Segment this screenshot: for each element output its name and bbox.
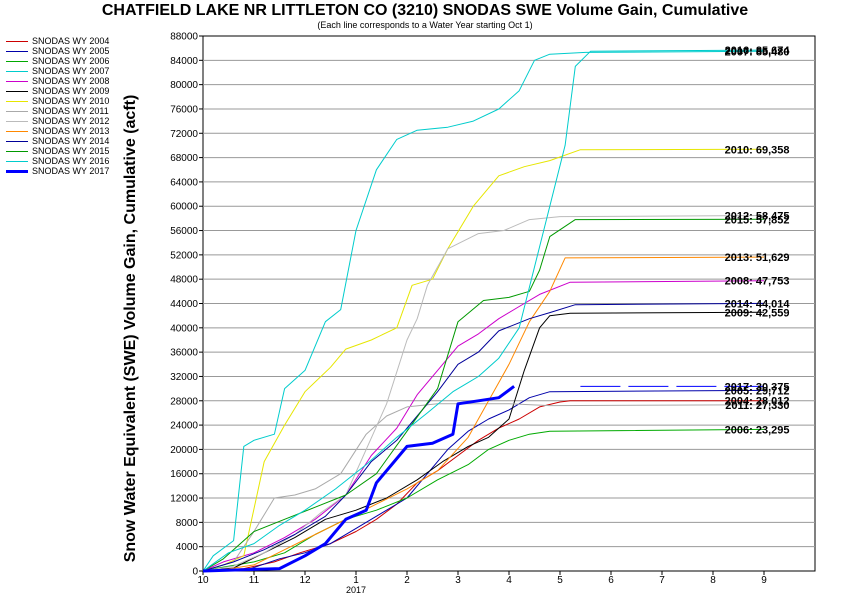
series-line-snodas-wy-2011	[202, 403, 765, 572]
legend-swatch	[6, 81, 28, 82]
x-tick-label: 12	[299, 575, 311, 586]
series-line-snodas-wy-2009	[202, 311, 765, 572]
series-end-label: 2017: 30,375	[725, 381, 790, 393]
x-tick-label: 6	[608, 575, 614, 586]
legend-label: SNODAS WY 2015	[32, 146, 110, 156]
legend-label: SNODAS WY 2014	[32, 136, 110, 146]
legend-swatch	[6, 71, 28, 72]
legend-label: SNODAS WY 2009	[32, 86, 110, 96]
x-sublabel: 2017	[346, 585, 366, 595]
series-line-snodas-wy-2008	[202, 280, 765, 572]
chart-subtitle: (Each line corresponds to a Water Year s…	[317, 20, 533, 30]
legend-label: SNODAS WY 2006	[32, 56, 110, 66]
y-tick-label: 72000	[170, 129, 198, 140]
y-tick-label: 64000	[170, 177, 198, 188]
y-tick-label: 84000	[170, 56, 198, 67]
y-tick-label: 88000	[170, 32, 198, 43]
series-line-snodas-wy-2006	[202, 428, 765, 572]
x-tick-label: 1	[353, 575, 359, 586]
legend-label: SNODAS WY 2010	[32, 96, 110, 106]
y-tick-label: 24000	[170, 421, 198, 432]
y-tick-label: 48000	[170, 275, 198, 286]
x-tick-label: 7	[659, 575, 665, 586]
legend-swatch	[6, 101, 28, 102]
legend-swatch	[6, 170, 28, 173]
legend-label: SNODAS WY 2007	[32, 66, 110, 76]
x-tick-label: 9	[761, 575, 767, 586]
legend-label: SNODAS WY 2012	[32, 116, 110, 126]
y-tick-label: 20000	[170, 445, 198, 456]
series-line-snodas-wy-2012	[202, 215, 765, 572]
legend-swatch	[6, 141, 28, 142]
y-tick-label: 52000	[170, 250, 198, 261]
series-end-label: 2011: 27,330	[725, 400, 789, 412]
y-tick-label: 16000	[170, 469, 198, 480]
series-end-label: 2012: 58,475	[725, 210, 790, 222]
legend-label: SNODAS WY 2011	[32, 106, 109, 116]
series-line-snodas-wy-2004	[202, 400, 765, 572]
y-tick-label: 0	[192, 567, 198, 578]
series-line-snodas-wy-2007	[202, 50, 765, 572]
chart-title: CHATFIELD LAKE NR LITTLETON CO (3210) SN…	[101, 2, 749, 19]
legend-swatch	[6, 41, 28, 42]
x-tick-label: 2	[404, 575, 410, 586]
series-end-label: 2006: 23,295	[725, 424, 790, 436]
y-tick-label: 32000	[170, 372, 198, 383]
x-tick-label: 4	[506, 575, 512, 586]
legend-swatch	[6, 91, 28, 92]
series-line-snodas-wy-2015	[202, 218, 765, 572]
y-tick-label: 40000	[170, 323, 198, 334]
series-end-label: 2008: 47,753	[725, 276, 790, 288]
legend-swatch	[6, 61, 28, 62]
series-end-label: 2015: 57,852	[725, 214, 790, 226]
series-line-snodas-wy-2017	[202, 385, 515, 573]
series-end-label: 2004: 28,012	[725, 396, 790, 408]
legend-label: SNODAS WY 2004	[32, 36, 110, 46]
series-end-label: 2013: 51,629	[725, 252, 790, 264]
y-tick-label: 8000	[176, 518, 199, 529]
series-end-label: 2010: 69,358	[725, 144, 790, 156]
x-tick-label: 11	[249, 575, 260, 586]
legend-label: SNODAS WY 2017	[32, 166, 110, 176]
y-axis-label: Snow Water Equivalent (SWE) Volume Gain,…	[122, 95, 139, 563]
legend-label: SNODAS WY 2016	[32, 156, 110, 166]
series-end-label: 2016: 85,674	[725, 45, 791, 57]
series-line-snodas-wy-2013	[202, 256, 765, 572]
series-line-snodas-wy-2016	[202, 49, 765, 572]
series-end-label: 2007: 85,480	[725, 46, 790, 58]
legend-swatch	[6, 111, 28, 112]
legend-label: SNODAS WY 2013	[32, 126, 110, 136]
x-tick-label: 3	[455, 575, 461, 586]
y-tick-label: 28000	[170, 396, 198, 407]
series-end-label: 2009: 42,559	[725, 307, 790, 319]
legend-swatch	[6, 151, 28, 152]
legend-label: SNODAS WY 2008	[32, 76, 110, 86]
legend-swatch	[6, 131, 28, 132]
y-tick-label: 80000	[170, 80, 198, 91]
y-tick-label: 44000	[170, 299, 198, 310]
legend-swatch	[6, 121, 28, 122]
y-tick-label: 76000	[170, 104, 198, 115]
y-tick-label: 12000	[170, 494, 198, 505]
x-tick-label: 5	[557, 575, 563, 586]
series-line-snodas-wy-2005	[202, 389, 765, 572]
series-line-snodas-wy-2010	[202, 148, 765, 572]
y-tick-label: 56000	[170, 226, 198, 237]
legend-swatch	[6, 161, 28, 162]
x-tick-label: 8	[710, 575, 716, 586]
y-tick-label: 68000	[170, 153, 198, 164]
y-tick-label: 4000	[176, 542, 199, 553]
series-end-label: 2005: 29,712	[725, 385, 790, 397]
legend-label: SNODAS WY 2005	[32, 46, 110, 56]
y-tick-label: 60000	[170, 202, 198, 213]
series-line-snodas-wy-2014	[202, 302, 765, 572]
legend-swatch	[6, 51, 28, 52]
y-tick-label: 36000	[170, 348, 198, 359]
x-tick-label: 10	[197, 575, 209, 586]
series-end-label: 2014: 44,014	[725, 298, 791, 310]
